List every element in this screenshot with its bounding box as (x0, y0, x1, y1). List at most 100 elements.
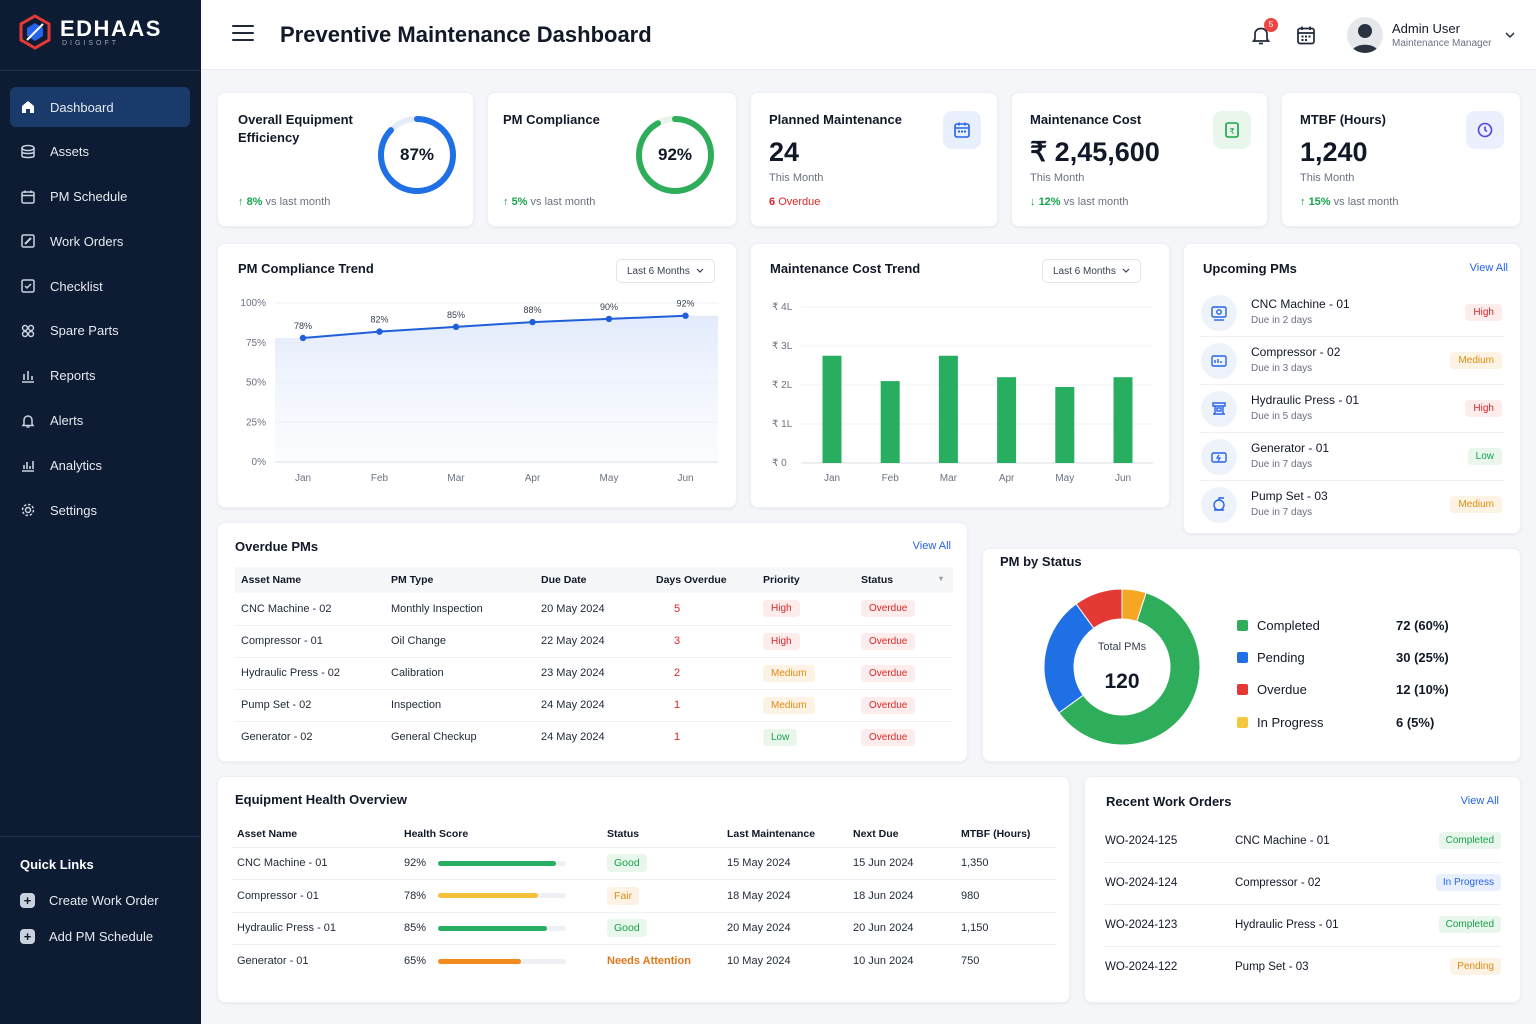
chevron-down-icon[interactable] (1504, 30, 1516, 40)
avatar[interactable] (1347, 17, 1383, 53)
last-maintenance-cell: 15 May 2024 (721, 847, 847, 880)
list-item[interactable]: Hydraulic Press - 01 Due in 5 days High (1200, 385, 1504, 433)
pm-type-cell: Calibration (385, 657, 535, 690)
kpi-label: Overall Equipment Efficiency (238, 112, 353, 145)
x-tick-label: Jun (677, 473, 693, 484)
cost-bar[interactable] (880, 381, 900, 463)
table-row[interactable]: CNC Machine - 01 92% Good 15 May 2024 15… (231, 847, 1057, 880)
x-tick-label: Jan (295, 473, 311, 484)
line-point[interactable] (529, 318, 536, 326)
health-bar (438, 860, 567, 866)
quick-link-create-work-order[interactable]: + Create Work Order (20, 893, 159, 908)
cost-bar[interactable] (1113, 377, 1133, 463)
user-name: Admin User (1392, 21, 1460, 36)
work-order-row[interactable]: WO-2024-123 Hydraulic Press - 01 Complet… (1105, 905, 1501, 947)
mtbf-cell: 1,350 (955, 847, 1057, 880)
notification-badge: 5 (1264, 18, 1278, 32)
overdue-view-all-link[interactable]: View All (912, 540, 951, 552)
cost-bar[interactable] (1055, 386, 1075, 463)
y-tick-label: 0% (252, 457, 267, 468)
table-row[interactable]: Compressor - 01 78% Fair 18 May 2024 18 … (231, 879, 1057, 913)
table-row[interactable]: Hydraulic Press - 02 Calibration 23 May … (235, 657, 953, 690)
list-item[interactable]: Generator - 01 Due in 7 days Low (1200, 433, 1504, 481)
work-order-id: WO-2024-122 (1105, 961, 1178, 973)
delta-value: 8% (246, 196, 263, 208)
dropdown-value: Last 6 Months (627, 265, 690, 277)
list-item[interactable]: Compressor - 02 Due in 3 days Medium (1200, 337, 1504, 385)
donut-total: 120 (1104, 670, 1140, 693)
notification-bell-icon[interactable] (1250, 24, 1272, 46)
brand-logo[interactable]: EDHAAS DIGISOFT (18, 14, 162, 50)
kpi-card-planned: Planned Maintenance 24 This Month 6 Over… (750, 92, 998, 227)
line-point[interactable] (376, 328, 383, 335)
sidebar-item-dashboard[interactable]: Dashboard (10, 87, 190, 127)
cost-bar[interactable] (822, 355, 842, 463)
legend-swatch (1237, 717, 1248, 728)
status-badge: In Progress (1435, 874, 1501, 891)
kpi-sub: This Month (1030, 172, 1085, 184)
sidebar-item-pm-schedule[interactable]: PM Schedule (10, 177, 190, 217)
days-overdue-value: 2 (674, 667, 681, 679)
status-cell: Overdue (855, 657, 953, 690)
overdue-count[interactable]: 6 Overdue (769, 196, 820, 208)
list-item[interactable]: Pump Set - 03 Due in 7 days Medium (1200, 481, 1504, 529)
wrench-icon (21, 234, 35, 249)
column-header: Days Overdue (650, 567, 757, 593)
priority-badge: Low (763, 728, 798, 746)
legend-item: Pending 30 (25%) (1237, 650, 1449, 665)
card-title: PM Compliance Trend (238, 261, 374, 276)
kpi-delta: ↑ 8% vs last month (238, 196, 330, 208)
status-cell: Overdue (855, 689, 953, 722)
table-row[interactable]: Generator - 01 65% Needs Attention 10 Ma… (231, 945, 1057, 978)
sidebar-item-work-orders[interactable]: Work Orders (10, 221, 190, 261)
work-orders-view-all-link[interactable]: View All (1460, 795, 1499, 807)
compliance-range-dropdown[interactable]: Last 6 Months (616, 259, 715, 283)
table-row[interactable]: Pump Set - 02 Inspection 24 May 2024 1 M… (235, 689, 953, 722)
column-header[interactable]: Status ▾ (855, 567, 953, 593)
priority-badge: High (1465, 304, 1502, 321)
status-cell: Fair (601, 879, 721, 913)
pm-type-cell: Inspection (385, 689, 535, 722)
table-row[interactable]: Compressor - 01 Oil Change 22 May 2024 3… (235, 625, 953, 658)
database-icon (21, 144, 35, 159)
card-title: Recent Work Orders (1106, 794, 1232, 809)
sidebar-item-settings[interactable]: Settings (10, 490, 190, 530)
sidebar-item-analytics[interactable]: Analytics (10, 445, 190, 485)
mtbf-cell: 980 (955, 879, 1057, 913)
sidebar-item-alerts[interactable]: Alerts (10, 401, 190, 441)
table-row[interactable]: CNC Machine - 02 Monthly Inspection 20 M… (235, 593, 953, 626)
sidebar-item-reports[interactable]: Reports (10, 356, 190, 396)
work-order-row[interactable]: WO-2024-122 Pump Set - 03 Pending (1105, 947, 1501, 989)
x-tick-label: Mar (447, 473, 465, 484)
quick-link-add-pm-schedule[interactable]: + Add PM Schedule (20, 929, 153, 944)
sidebar-item-spare-parts[interactable]: Spare Parts (10, 311, 190, 351)
kpi-card-cost: Maintenance Cost ₹ ₹ 2,45,600 This Month… (1011, 92, 1268, 227)
work-order-row[interactable]: WO-2024-125 CNC Machine - 01 Completed (1105, 821, 1501, 863)
line-point[interactable] (452, 323, 460, 331)
cost-bar[interactable] (997, 377, 1017, 463)
delta-value: 5% (511, 196, 528, 208)
sidebar-item-checklist[interactable]: Checklist (10, 266, 190, 306)
list-item[interactable]: CNC Machine - 01 Due in 2 days High (1200, 289, 1504, 337)
status-cell: Overdue (855, 721, 953, 753)
asset-cell: Pump Set - 02 (235, 689, 385, 722)
upcoming-view-all-link[interactable]: View All (1469, 262, 1508, 274)
table-row[interactable]: Generator - 02 General Checkup 24 May 20… (235, 721, 953, 753)
cost-range-dropdown[interactable]: Last 6 Months (1042, 259, 1141, 283)
compliance-line-chart: 100% 75% 50% 25% 0% Jan Feb Mar Apr May Jun 78% 82%… (240, 298, 718, 484)
menu-toggle-icon[interactable] (232, 25, 254, 43)
table-row[interactable]: Hydraulic Press - 01 85% Good 20 May 202… (231, 912, 1057, 945)
line-point[interactable] (299, 334, 307, 342)
brand-sub: DIGISOFT (62, 39, 120, 47)
kpi-value: 1,240 (1300, 137, 1368, 167)
work-order-row[interactable]: WO-2024-124 Compressor - 02 In Progress (1105, 863, 1501, 905)
cost-bar[interactable] (938, 355, 958, 463)
calendar-icon[interactable] (1295, 24, 1317, 46)
line-point[interactable] (605, 315, 613, 323)
kpi-sub: This Month (769, 172, 824, 184)
sidebar-item-assets[interactable]: Assets (10, 132, 190, 172)
press-icon (1201, 391, 1237, 427)
priority-badge: High (763, 600, 800, 618)
column-header-label: Status (861, 574, 894, 586)
line-point[interactable] (682, 312, 689, 319)
